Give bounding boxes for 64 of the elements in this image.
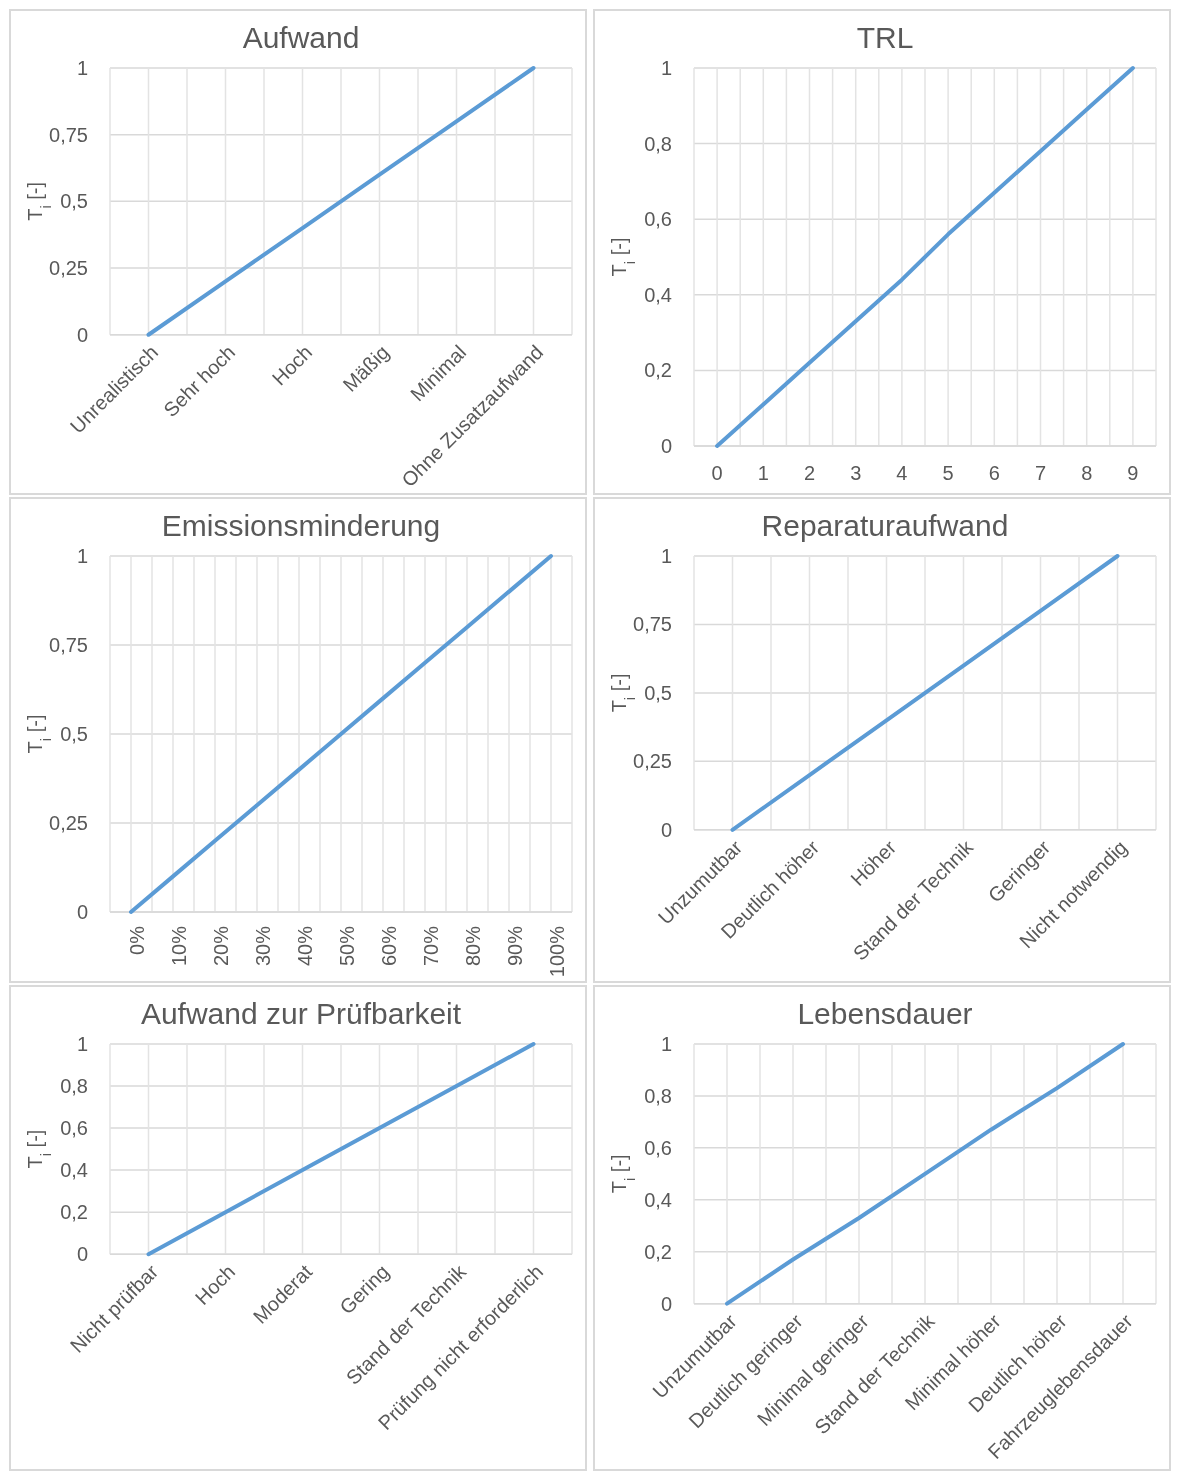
- chart-title: Emissionsminderung: [161, 509, 441, 542]
- chart-title: Reparaturaufwand: [761, 509, 1009, 542]
- y-tick-label: 0,4: [60, 1159, 88, 1182]
- y-tick-label: 0,2: [60, 1201, 88, 1224]
- y-tick-label: 0,75: [633, 613, 672, 636]
- y-tick-label: 1: [76, 1033, 88, 1055]
- x-tick-label: 50%: [336, 925, 358, 967]
- x-tick-label: 0: [711, 462, 723, 484]
- y-tick-label: 0,8: [644, 1084, 672, 1107]
- y-tick-label: 0,75: [49, 123, 88, 146]
- x-tick-label: 3: [850, 462, 862, 484]
- y-tick-label: 0,25: [49, 257, 88, 280]
- x-tick-label: 60%: [378, 925, 400, 967]
- x-tick-label: 2: [803, 462, 816, 484]
- y-tick-label: 0,5: [60, 190, 88, 213]
- line-series: [146, 66, 536, 337]
- x-tick-label: 1: [757, 462, 769, 484]
- chart-title: Lebensdauer: [797, 997, 973, 1030]
- y-tick-label: 0,2: [644, 359, 672, 382]
- chart-title: Aufwand zur Prüfbarkeit: [140, 997, 462, 1030]
- x-tick-label: 4: [896, 462, 908, 484]
- y-tick-label: 0,6: [644, 208, 672, 231]
- y-tick-label: 0: [76, 323, 88, 346]
- x-tick-label: 10%: [168, 925, 190, 967]
- x-tick-label: 8: [1081, 462, 1093, 484]
- y-tick-label: 0: [660, 435, 672, 457]
- line-series: [725, 1042, 1125, 1306]
- line-series: [129, 554, 553, 914]
- x-tick-label: 0%: [126, 925, 148, 955]
- y-tick-label: 0,25: [49, 812, 88, 834]
- x-tick-label: 20%: [210, 925, 232, 967]
- x-tick-label: 40%: [294, 925, 316, 967]
- x-tick-label: 5: [942, 462, 954, 484]
- x-tick-label: 70%: [420, 925, 442, 967]
- y-tick-label: 0,6: [60, 1117, 88, 1140]
- y-tick-label: 0,8: [60, 1075, 88, 1098]
- x-tick-label: 7: [1034, 462, 1047, 484]
- y-tick-label: 0,5: [60, 723, 88, 745]
- y-tick-label: 1: [76, 545, 88, 567]
- y-tick-label: 0,4: [644, 283, 672, 306]
- x-tick-label: 90%: [504, 925, 526, 967]
- x-tick-label: 9: [1127, 462, 1139, 484]
- y-tick-label: 1: [660, 545, 672, 567]
- y-tick-label: 0,25: [633, 750, 672, 773]
- y-tick-label: 0,4: [644, 1188, 672, 1211]
- y-tick-label: 0,5: [644, 681, 672, 704]
- y-tick-label: 1: [660, 57, 672, 79]
- y-tick-label: 0,8: [644, 132, 672, 155]
- y-tick-label: 0,6: [644, 1136, 672, 1159]
- y-tick-label: 0: [660, 818, 672, 841]
- y-tick-label: 0,75: [49, 634, 88, 656]
- chart-title: Aufwand: [242, 21, 360, 54]
- line-series: [146, 1042, 536, 1257]
- x-tick-label: 6: [988, 462, 1000, 484]
- y-tick-label: 1: [660, 1033, 672, 1055]
- x-tick-label: 30%: [252, 925, 274, 967]
- y-tick-label: 1: [76, 57, 88, 79]
- chart-title: TRL: [856, 21, 914, 54]
- line-series: [730, 554, 1120, 832]
- x-tick-label: 80%: [462, 925, 484, 967]
- line-series: [715, 66, 1135, 448]
- x-tick-label: 100%: [546, 925, 568, 978]
- y-tick-label: 0: [76, 1243, 88, 1266]
- y-tick-label: 0,2: [644, 1240, 672, 1263]
